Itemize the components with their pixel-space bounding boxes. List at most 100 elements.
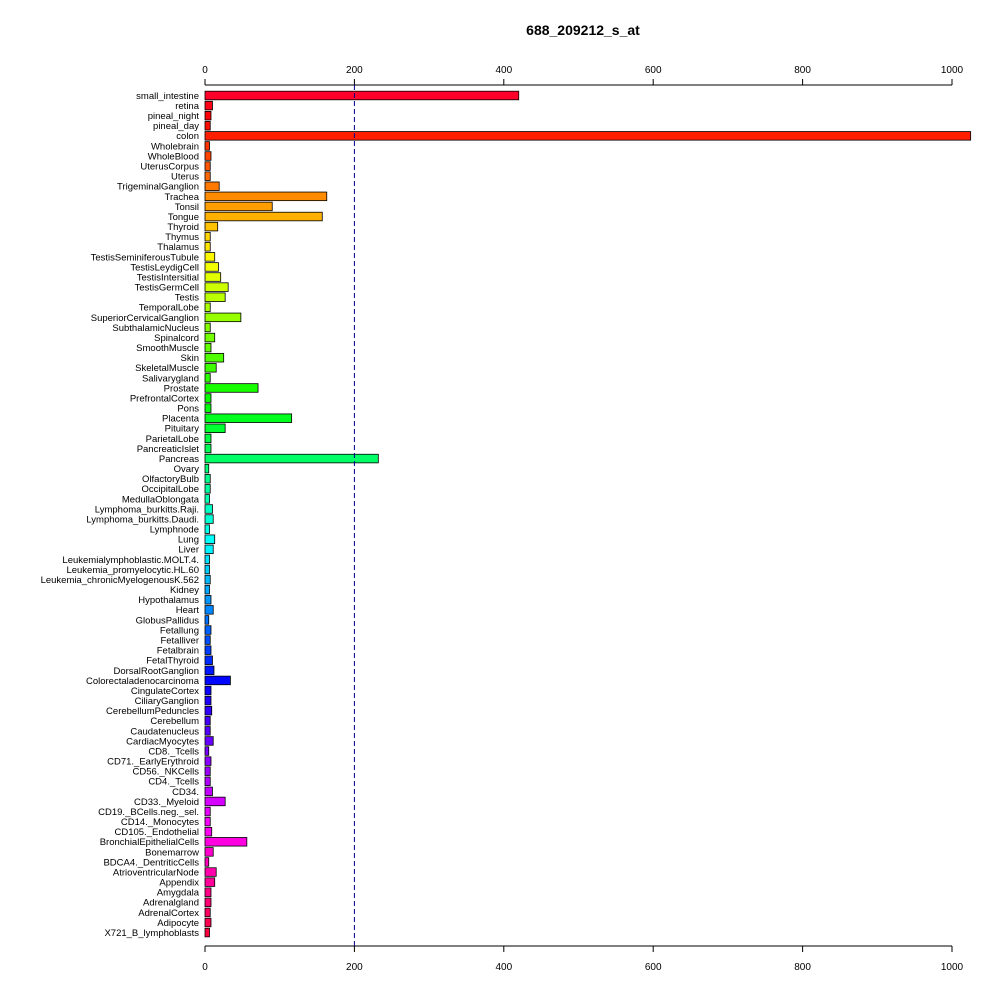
bar [204,171,211,181]
category-label: PancreaticIslet [137,444,200,455]
bar [204,292,226,302]
bar [204,897,212,908]
bar [204,100,213,111]
category-label: CD105._Endothelial [114,827,199,838]
category-label: Salivarygland [142,373,199,384]
category-label: Appendix [159,878,199,889]
bar [204,121,211,131]
category-label: colon [176,131,199,142]
category-label: Caudatenucleus [130,726,199,737]
bottom-tick-label: 200 [346,962,363,973]
bar [204,816,211,827]
bar [204,363,217,373]
category-label: Lymphoma_burkitts.Daudi. [86,514,199,525]
bar [204,181,220,191]
bar [204,685,212,696]
bar [204,907,211,918]
top-tick-label: 400 [495,65,512,76]
category-label: CardiacMyocytes [126,736,199,747]
category-label: SubthalamicNucleus [112,323,199,334]
bar [204,927,210,938]
category-label: Pituitary [165,424,200,435]
bottom-tick-label: 0 [202,962,208,973]
bar [204,584,210,595]
category-label: Kidney [170,585,199,596]
chart-title: 688_209212_s_at [526,22,640,38]
category-label: Trachea [165,192,200,203]
bar [204,887,212,897]
bar [204,766,211,776]
category-label: SmoothMuscle [136,343,199,354]
bar [204,867,217,877]
bottom-tick-label: 1000 [941,962,964,973]
bar [204,494,210,504]
bar [204,847,214,857]
bar [204,716,211,726]
category-label: pineal_night [148,111,200,122]
category-label: Leukemia_chronicMyelogenousK.562 [41,575,199,586]
category-label: Fetalbrain [157,646,199,657]
category-label: CD19._BCells.neg._sel. [98,807,199,818]
category-label: CerebellumPeduncles [106,706,199,717]
category-label: CD8._Tcells [148,746,199,757]
category-label: Adipocyte [157,918,199,929]
category-label: Lung [178,535,199,546]
bar [204,514,214,524]
bar [204,655,213,665]
bar [204,151,212,161]
bar [204,736,214,746]
category-label: CiliaryGanglion [135,696,199,707]
bar [204,161,211,171]
category-label: Thyroid [167,222,199,233]
category-label: Wholebrain [151,141,199,152]
bar [204,605,214,615]
top-tick-label: 1000 [941,65,964,76]
bar [204,504,213,514]
category-label: Prostate [164,383,199,394]
top-tick-label: 600 [645,65,662,76]
bar [204,857,210,867]
bar [204,90,520,101]
category-label: AtrioventricularNode [113,867,199,878]
category-label: X721_B_lymphoblasts [104,928,199,939]
category-label: Spinalcord [154,333,199,344]
category-label: Colorectaladenocarcinoma [86,676,200,687]
bar [204,373,211,383]
category-label: ParietalLobe [146,434,199,445]
category-label: Leukemia_promyelocytic.HL.60 [66,565,199,576]
bar [204,595,212,605]
bar [204,554,210,565]
category-label: Cerebellum [150,716,199,727]
category-label: Liver [178,545,199,556]
category-label: Skin [181,353,199,364]
category-label: UterusCorpus [140,162,199,173]
category-label: DorsalRootGanglion [113,666,199,677]
bar [204,786,213,797]
bar [204,645,212,655]
category-label: TestisGermCell [135,283,199,294]
category-label: CD56._NKCells [132,767,199,778]
bar [204,322,211,333]
category-label: TestisLeydigCell [130,262,199,273]
bar [204,484,211,494]
bar [204,827,213,837]
category-label: BDCA4._DentriticCells [103,857,199,868]
category-label: Lymphoma_burkitts.Raji. [95,504,199,515]
top-tick-label: 0 [202,65,208,76]
bar [204,110,212,121]
bottom-axis: 0 200 400 600 800 1000 [202,945,964,973]
category-label: OccipitalLobe [141,484,199,495]
bar [204,453,379,464]
category-label: Fetalliver [160,635,199,646]
category-label: SuperiorCervicalGanglion [91,313,199,324]
category-label: TestisIntersitial [137,272,199,283]
bar [204,302,211,312]
bar [204,675,231,686]
category-label: Testis [175,293,200,304]
bar [204,413,293,423]
bar [204,342,212,353]
category-label: AdrenalCortex [138,908,199,919]
top-axis: 0 200 400 600 800 1000 [202,65,964,86]
